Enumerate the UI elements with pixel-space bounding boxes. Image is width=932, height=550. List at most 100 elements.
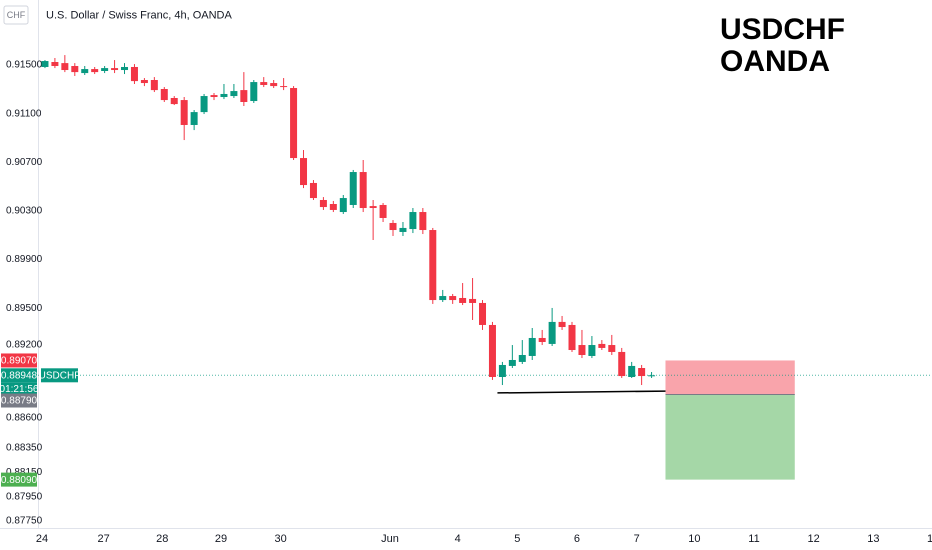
candle-body — [558, 321, 566, 328]
y-tick-label: 0.87950 — [6, 491, 43, 502]
candle-body — [379, 204, 387, 218]
last-price-label: 0.88948 — [1, 370, 38, 381]
candle-body — [300, 158, 308, 186]
candle-body — [469, 298, 477, 303]
candle-body — [548, 321, 556, 344]
candle-body — [339, 198, 347, 213]
candle-body — [399, 227, 407, 232]
candle-body — [508, 359, 516, 366]
candle-body — [170, 97, 178, 105]
candle-body — [91, 69, 99, 73]
candle-body — [449, 296, 457, 301]
x-tick-label: 29 — [215, 533, 227, 545]
candle-body — [498, 364, 506, 378]
x-tick-label: 30 — [275, 533, 287, 545]
y-tick-label: 0.87750 — [6, 516, 43, 527]
x-tick-label: 10 — [688, 533, 700, 545]
candle-body — [648, 375, 656, 377]
candle-body — [319, 199, 327, 208]
x-tick-label: 4 — [455, 533, 461, 545]
entry-price-label-bg — [1, 393, 37, 408]
candle-body — [180, 100, 188, 125]
x-tick-label: 28 — [156, 533, 168, 545]
candle-body — [459, 297, 467, 303]
entry-price-label: 0.88790 — [1, 396, 38, 407]
y-tick-label: 0.90700 — [6, 157, 43, 168]
countdown-bg — [1, 382, 37, 396]
candle-body — [260, 82, 268, 85]
countdown: 01:21:56 — [0, 384, 39, 395]
candle-body — [409, 212, 417, 230]
x-tick-label: 27 — [98, 533, 110, 545]
x-tick-label: 6 — [574, 533, 580, 545]
candle-body — [270, 83, 278, 87]
symbol-box[interactable] — [3, 5, 29, 25]
candle-body — [190, 112, 198, 125]
chart-title: U.S. Dollar / Swiss Franc, 4h, OANDA — [46, 9, 232, 21]
candle-body — [628, 365, 636, 378]
x-tick-label: Jun — [381, 533, 399, 545]
candle-body — [488, 324, 496, 378]
y-tick-label: 0.89900 — [6, 254, 43, 265]
candle-body — [130, 66, 138, 82]
x-tick-label: 1 — [927, 533, 932, 545]
candle-body — [200, 96, 208, 113]
y-tick-label: 0.91500 — [6, 60, 43, 71]
x-tick-label: 13 — [867, 533, 879, 545]
candle-body — [538, 337, 546, 342]
candle-body — [41, 61, 49, 67]
symbol-tag: USDCHF — [39, 370, 81, 381]
candle-body — [528, 337, 536, 356]
candle-body — [309, 182, 317, 199]
candle-body — [588, 345, 596, 356]
candle-body — [210, 95, 218, 98]
candle-body — [81, 69, 89, 74]
candle-body — [608, 345, 616, 352]
candle-body — [290, 88, 298, 159]
symbol-tag-bg — [41, 368, 78, 383]
target-zone — [665, 394, 795, 480]
candle-body — [240, 90, 248, 103]
candle-body — [150, 79, 158, 91]
candle-body — [220, 93, 228, 98]
candle-body — [369, 206, 377, 209]
candle-body — [518, 354, 526, 362]
x-tick-label: 5 — [514, 533, 520, 545]
watermark: USDCHF — [720, 13, 845, 46]
stop-price-label: 0.89070 — [1, 356, 38, 367]
y-tick-label: 0.89200 — [6, 339, 43, 350]
candle-body — [329, 204, 337, 210]
stop-price-label-bg — [1, 353, 37, 368]
x-tick-label: 24 — [36, 533, 48, 545]
x-tick-label: 11 — [748, 533, 759, 545]
candle-body — [359, 172, 367, 209]
last-price-label-bg — [1, 368, 37, 383]
candle-body — [250, 82, 258, 102]
candle-body — [111, 68, 119, 71]
y-tick-label: 0.90300 — [6, 206, 43, 217]
candle-body — [280, 86, 288, 88]
x-tick-label: 7 — [634, 533, 640, 545]
symbol-box-text: CHF — [7, 10, 26, 20]
candle-body — [419, 212, 427, 231]
candle-body — [121, 66, 129, 71]
candle-body — [61, 63, 69, 71]
candle-body — [439, 296, 447, 301]
x-tick-label: 12 — [808, 533, 820, 545]
target-price-label-bg — [1, 472, 37, 487]
candle-body — [349, 172, 357, 205]
y-tick-label: 0.89500 — [6, 303, 43, 314]
candle-body — [140, 79, 148, 84]
candle-body — [160, 88, 168, 101]
candle-body — [479, 302, 487, 325]
candle-body — [598, 343, 606, 348]
candle-body — [429, 230, 437, 301]
candle-body — [568, 324, 576, 351]
candle-body — [230, 91, 238, 97]
candle-body — [578, 345, 586, 355]
y-tick-label: 0.91100 — [6, 108, 42, 119]
candle-body — [51, 62, 59, 67]
trend-line — [497, 390, 666, 394]
candle-body — [101, 68, 109, 71]
